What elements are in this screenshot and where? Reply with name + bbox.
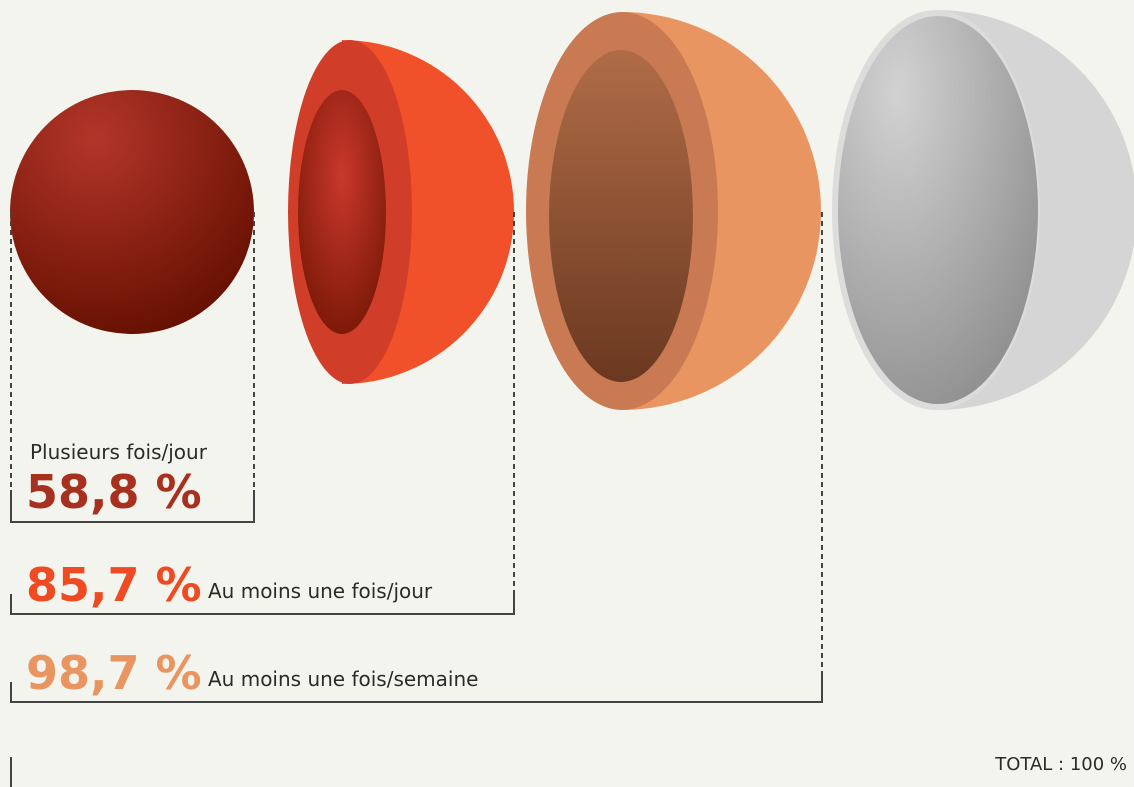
brackets <box>10 212 823 787</box>
total: TOTAL : 100 % <box>994 754 1127 775</box>
label: Au moins une fois/jour <box>208 579 433 603</box>
value: 58,8 % <box>26 465 202 519</box>
shell-inner <box>298 90 386 334</box>
sphere <box>10 90 254 334</box>
value: 85,7 % <box>26 558 202 612</box>
label: Au moins une fois/semaine <box>208 667 478 691</box>
label: Plusieurs fois/jour <box>30 440 208 464</box>
value: 98,7 % <box>26 646 202 700</box>
shell-inner <box>838 16 1038 404</box>
shell-inner <box>549 50 693 382</box>
